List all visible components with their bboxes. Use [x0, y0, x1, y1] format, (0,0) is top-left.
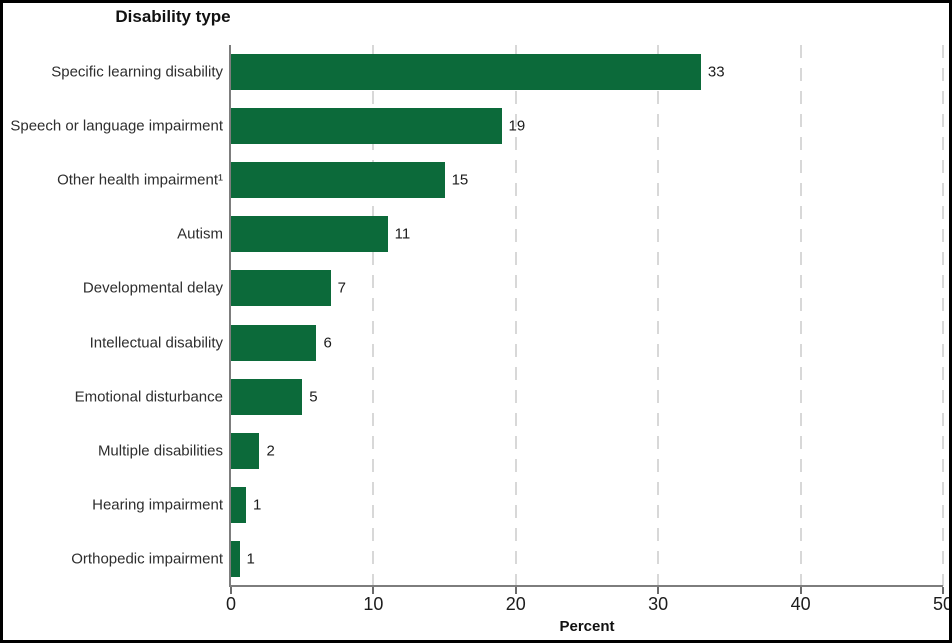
gridline-50: [942, 45, 944, 586]
x-axis-tick-label: 0: [225, 594, 237, 614]
category-label: Other health impairment¹: [57, 171, 223, 189]
category-label: Developmental delay: [82, 279, 223, 297]
y-axis-line: [229, 45, 231, 586]
category-label: Autism: [177, 225, 223, 243]
bar: [231, 54, 701, 91]
x-axis-tick-label: 10: [363, 594, 384, 614]
bar: [231, 270, 331, 307]
category-label: Speech or language impairment: [10, 117, 223, 135]
category-label: Emotional disturbance: [74, 388, 223, 406]
value-label: 7: [337, 279, 347, 297]
gridline-40: [799, 45, 802, 586]
x-axis-line: [229, 585, 943, 587]
value-label: 5: [309, 388, 318, 406]
category-label: Intellectual disability: [89, 334, 223, 352]
value-label: 2: [266, 442, 275, 460]
value-label: 33: [707, 63, 725, 81]
x-axis-tick: [230, 587, 232, 594]
gridline-30: [657, 45, 660, 586]
value-label: 15: [451, 171, 469, 189]
x-axis-label: Percent: [559, 618, 615, 635]
category-label: Specific learning disability: [51, 63, 223, 81]
bar: [231, 162, 445, 199]
chart-title: Disability type: [115, 7, 231, 26]
x-axis-tick: [514, 587, 517, 594]
x-axis-tick-label: 50: [932, 594, 952, 614]
value-label: 19: [508, 117, 526, 135]
x-axis-tick-label: 30: [648, 594, 669, 614]
value-label: 11: [394, 225, 411, 243]
category-label: Multiple disabilities: [97, 442, 223, 460]
bar: [231, 216, 388, 253]
value-label: 6: [323, 334, 332, 352]
x-axis-tick: [372, 587, 375, 594]
bar: [231, 540, 240, 577]
bar: [231, 378, 303, 415]
x-axis-tick: [657, 587, 660, 594]
category-label: Hearing impairment: [92, 496, 223, 514]
gridline-20: [514, 45, 517, 586]
value-label: 1: [252, 496, 262, 514]
x-axis-tick-label: 40: [790, 594, 811, 614]
x-axis-tick: [942, 587, 944, 594]
value-label: 1: [246, 550, 255, 568]
bar: [231, 108, 502, 145]
bar: [231, 324, 317, 361]
gridline-10: [372, 45, 375, 586]
x-axis-tick-label: 20: [505, 594, 526, 614]
bar: [231, 432, 260, 469]
category-label: Orthopedic impairment: [71, 550, 223, 568]
bar: [231, 486, 246, 523]
x-axis-tick: [799, 587, 802, 594]
